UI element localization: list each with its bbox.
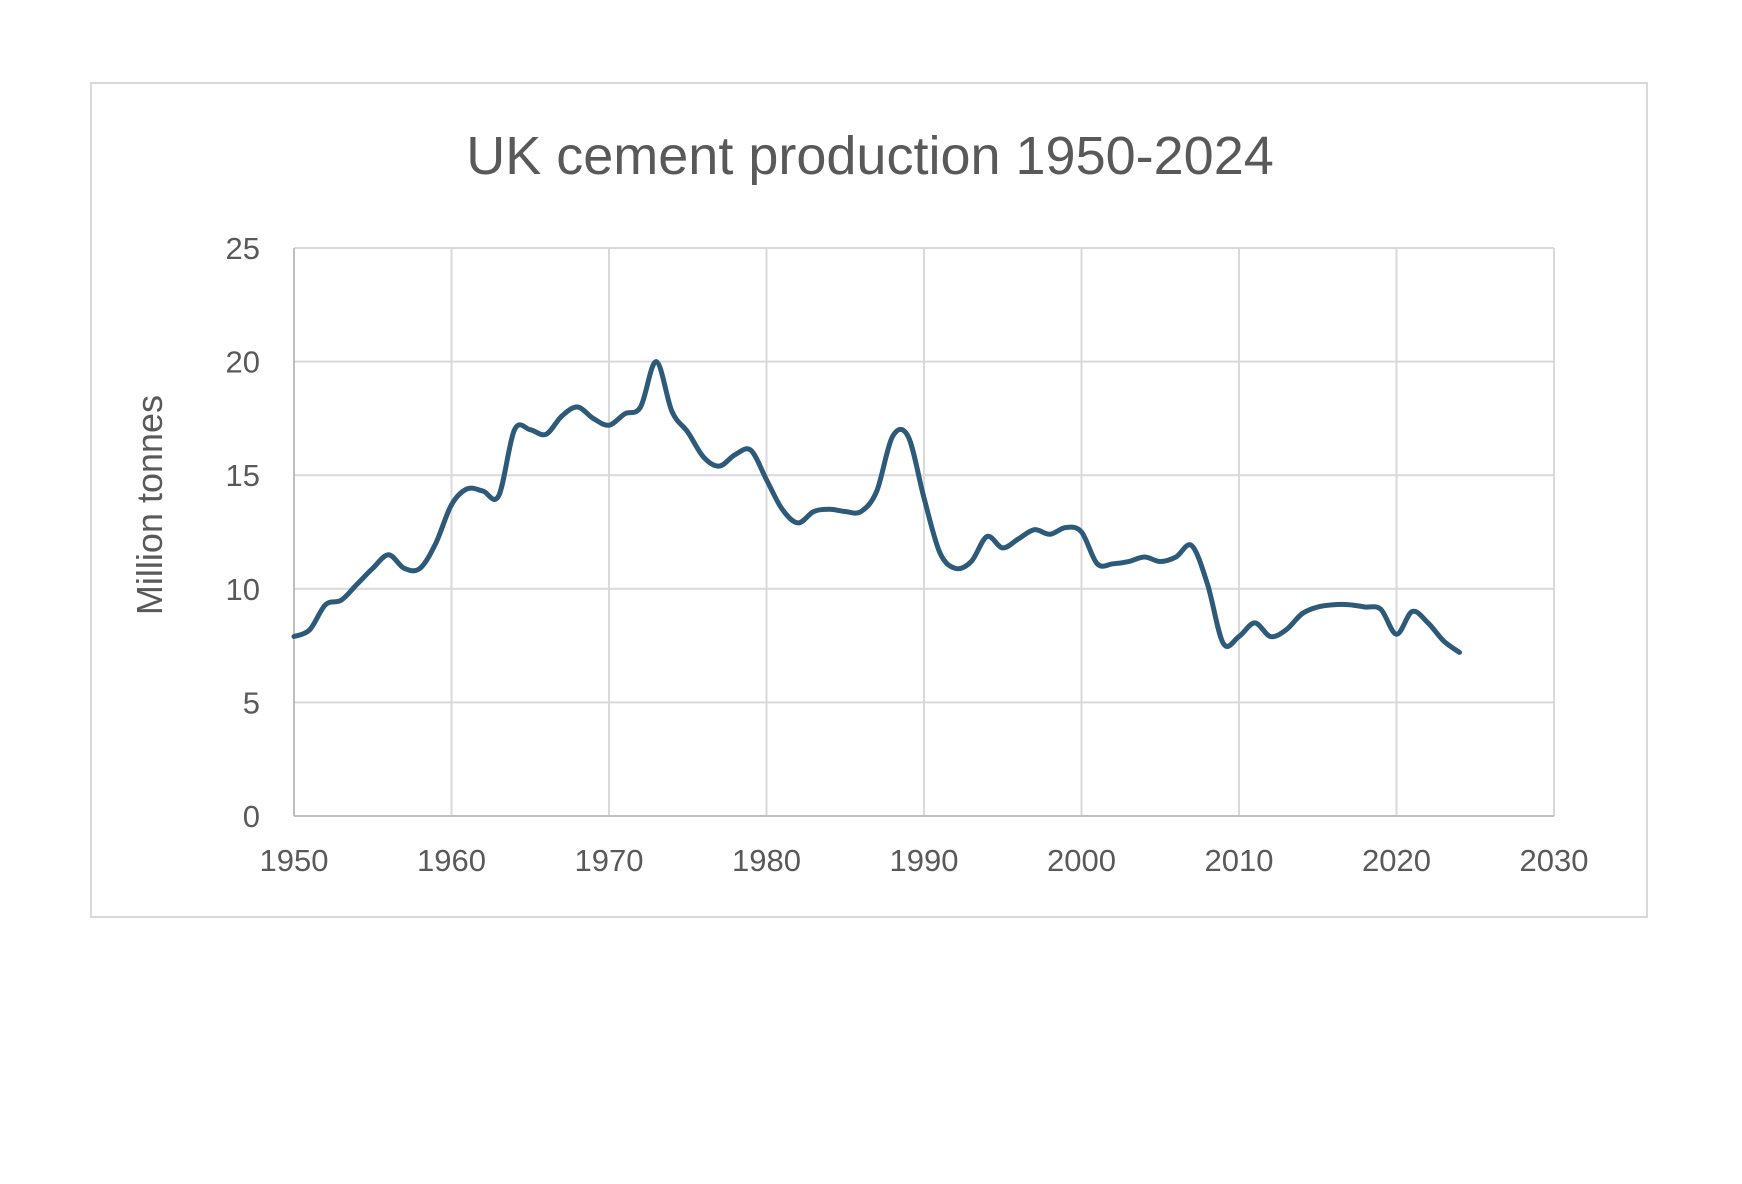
y-tick-label: 5 — [243, 685, 260, 720]
x-tick-label: 2010 — [1205, 843, 1274, 878]
x-axis-ticks: 1950 1960 1970 1980 1990 2000 2010 2020 2030 — [260, 843, 1589, 878]
x-tick-label: 1980 — [732, 843, 801, 878]
y-tick-label: 15 — [226, 458, 260, 493]
x-tick-label: 1990 — [890, 843, 959, 878]
y-axis-label: Million tonnes — [129, 395, 170, 615]
y-tick-label: 0 — [243, 799, 260, 834]
y-tick-label: 10 — [226, 572, 260, 607]
line-chart: UK cement production 1950-2024 Million t… — [129, 126, 1589, 878]
x-tick-label: 2000 — [1047, 843, 1116, 878]
series-line — [291, 359, 1462, 655]
gridlines — [293, 247, 1555, 817]
x-tick-label: 1960 — [417, 843, 486, 878]
x-tick-label: 1950 — [260, 843, 329, 878]
x-tick-label: 2020 — [1362, 843, 1431, 878]
y-tick-label: 25 — [226, 231, 260, 266]
x-tick-label: 2030 — [1520, 843, 1589, 878]
axes — [293, 248, 1554, 817]
chart-title: UK cement production 1950-2024 — [466, 126, 1274, 186]
series-layer — [291, 359, 1462, 655]
chart-frame: UK cement production 1950-2024 Million t… — [90, 82, 1648, 918]
x-tick-label: 1970 — [575, 843, 644, 878]
y-tick-label: 20 — [226, 345, 260, 380]
y-axis-ticks: 0 5 10 15 20 25 — [226, 231, 260, 834]
